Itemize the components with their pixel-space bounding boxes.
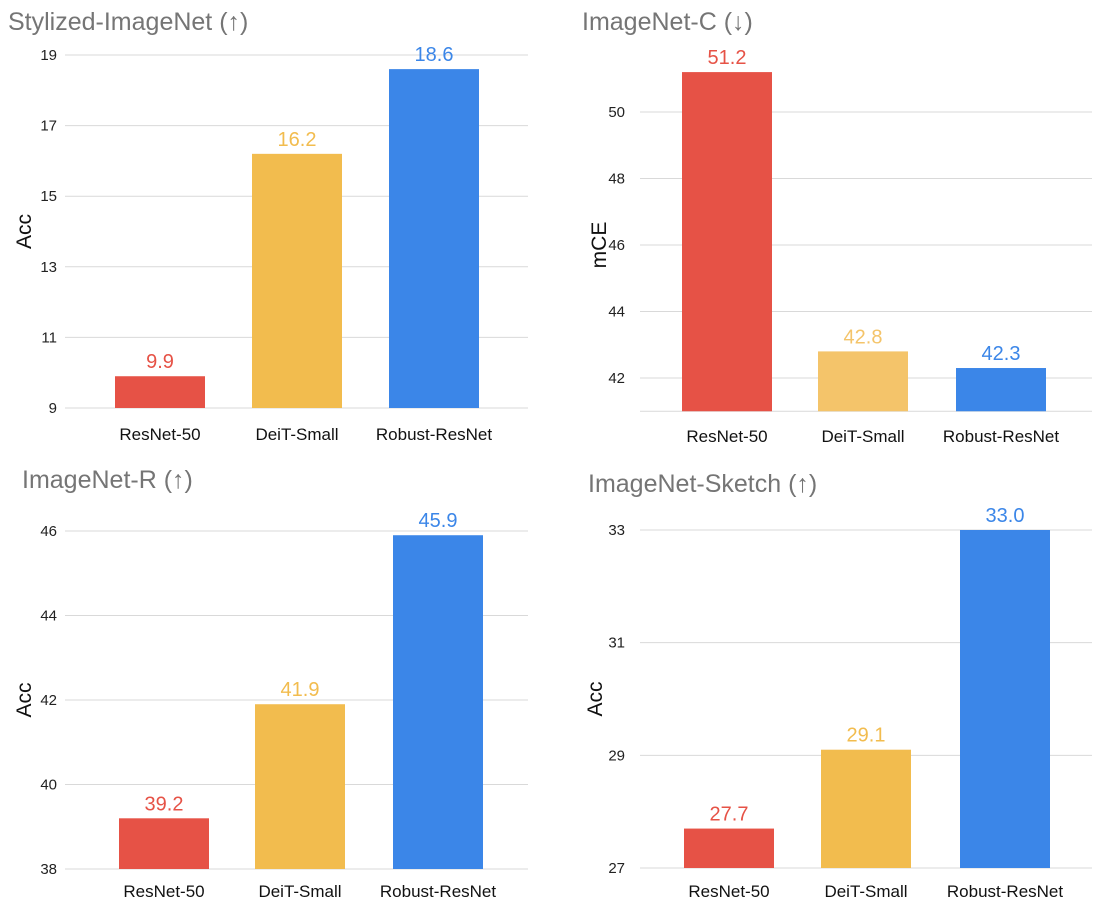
- bar-resnet-50: [684, 828, 774, 868]
- chart-sketch: ImageNet-Sketch (↑) Acc 27 29 31 33 27.7 ResNet…: [584, 470, 1092, 901]
- y-tick-label: 19: [40, 47, 57, 64]
- bar-deit-small: [821, 749, 911, 868]
- chart-title: ImageNet-Sketch (↑): [588, 470, 817, 498]
- x-tick-label: Robust-ResNet: [943, 427, 1059, 446]
- bar-resnet-50: [682, 72, 772, 412]
- y-tick-label: 13: [40, 259, 57, 276]
- data-label: 51.2: [708, 47, 747, 69]
- y-tick-label: 29: [608, 747, 625, 764]
- x-tick-label: Robust-ResNet: [376, 425, 492, 444]
- x-tick-label: Robust-ResNet: [947, 882, 1063, 901]
- y-tick-label: 46: [40, 523, 57, 540]
- data-label: 41.9: [281, 679, 320, 701]
- chart-imagenet-c: ImageNet-C (↓) mCE 42 44 46 48 50 51.2 ResNet-50…: [582, 8, 1092, 446]
- data-label: 42.8: [844, 326, 883, 348]
- chart-title: ImageNet-C (↓): [582, 8, 753, 36]
- y-tick-label: 42: [40, 692, 57, 709]
- bar-robust-resnet: [960, 530, 1050, 868]
- y-tick-label: 42: [608, 370, 625, 387]
- y-tick-label: 44: [608, 304, 625, 321]
- y-tick-label: 40: [40, 777, 57, 794]
- chart-stylized: Stylized-ImageNet (↑) Acc 9 11 13 15 17 19 9.9 Re…: [8, 8, 528, 444]
- y-tick-label: 15: [40, 188, 57, 205]
- data-label: 39.2: [145, 793, 184, 815]
- bar-deit-small: [255, 704, 345, 869]
- x-tick-label: ResNet-50: [688, 882, 769, 901]
- y-tick-label: 38: [40, 861, 57, 878]
- data-label: 29.1: [847, 725, 886, 747]
- data-label: 33.0: [986, 505, 1025, 527]
- y-axis-label: mCE: [588, 222, 611, 269]
- chart-title: ImageNet-R (↑): [22, 466, 193, 494]
- y-axis-label: Acc: [584, 681, 607, 716]
- bar-resnet-50: [115, 376, 205, 408]
- y-tick-label: 27: [608, 860, 625, 877]
- x-tick-label: ResNet-50: [119, 425, 200, 444]
- data-label: 18.6: [415, 44, 454, 66]
- x-tick-label: DeiT-Small: [258, 882, 341, 901]
- bar-robust-resnet: [389, 69, 479, 409]
- y-tick-label: 46: [608, 237, 625, 254]
- chart-imagenet-r: ImageNet-R (↑) Acc 38 40 42 44 46 39.2 ResNet-50…: [13, 466, 528, 901]
- y-tick-label: 9: [49, 400, 57, 417]
- y-axis-label: Acc: [13, 682, 36, 717]
- y-axis-label: Acc: [13, 214, 36, 249]
- data-label: 45.9: [419, 510, 458, 532]
- data-label: 42.3: [982, 343, 1021, 365]
- x-tick-label: Robust-ResNet: [380, 882, 496, 901]
- bar-resnet-50: [119, 818, 209, 869]
- x-tick-label: DeiT-Small: [255, 425, 338, 444]
- bar-robust-resnet: [956, 368, 1046, 412]
- y-tick-label: 17: [40, 118, 57, 135]
- bar-deit-small: [818, 351, 908, 412]
- x-tick-label: ResNet-50: [686, 427, 767, 446]
- y-tick-label: 44: [40, 608, 57, 625]
- x-tick-label: DeiT-Small: [821, 427, 904, 446]
- data-label: 9.9: [146, 351, 174, 373]
- bar-deit-small: [252, 153, 342, 408]
- bar-robust-resnet: [393, 535, 483, 869]
- x-tick-label: DeiT-Small: [824, 882, 907, 901]
- y-tick-label: 33: [608, 522, 625, 539]
- y-tick-label: 11: [41, 329, 57, 346]
- y-tick-label: 31: [608, 635, 625, 652]
- y-tick-label: 48: [608, 171, 625, 188]
- chart-title: Stylized-ImageNet (↑): [8, 8, 248, 36]
- data-label: 27.7: [710, 804, 749, 826]
- data-label: 16.2: [278, 129, 317, 151]
- x-tick-label: ResNet-50: [123, 882, 204, 901]
- y-tick-label: 50: [608, 104, 625, 121]
